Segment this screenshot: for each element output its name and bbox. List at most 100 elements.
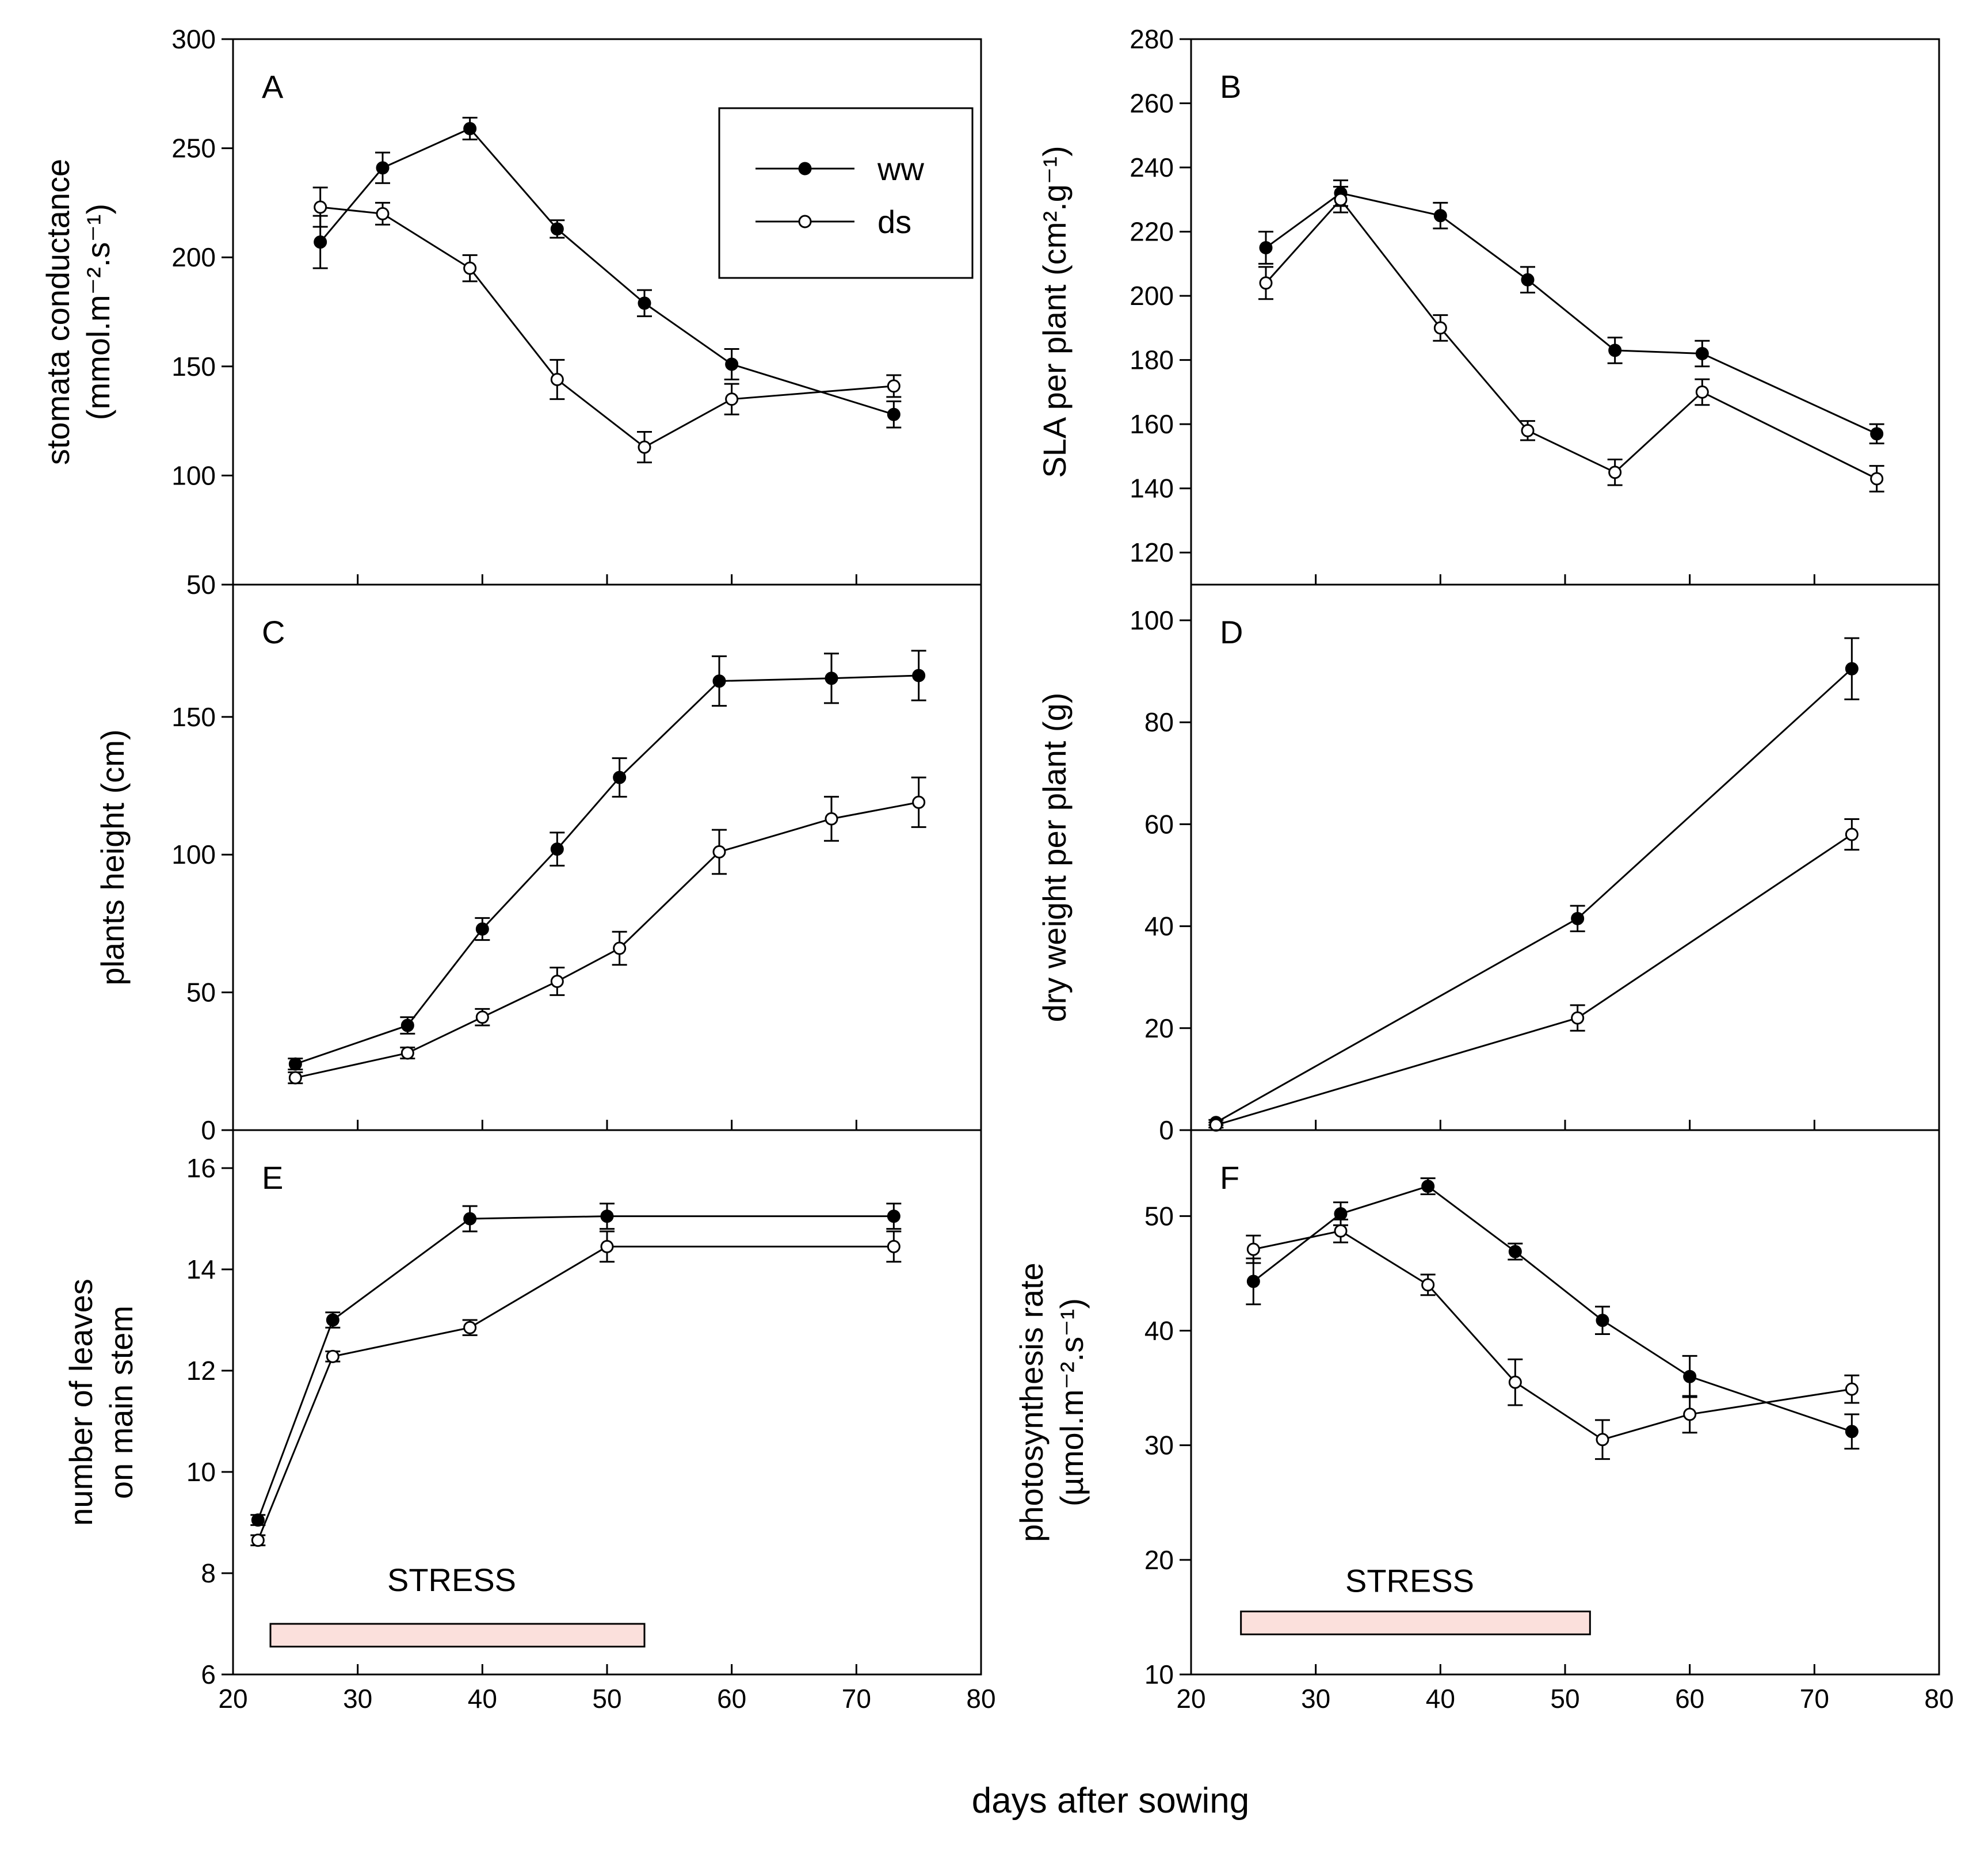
data-point-ds [1259,276,1273,290]
legend-box [718,107,974,279]
y-axis-label: stomata conductance [40,159,76,465]
stress-label: STRESS [1345,1563,1474,1599]
legend-label-ww: ww [877,151,924,187]
data-point-ww [1508,1245,1522,1258]
data-point-ww [550,842,564,856]
data-point-ds [1433,321,1447,335]
data-point-ww [638,296,651,310]
series-ds [1246,1218,1860,1460]
series-ds [312,186,902,464]
panel-letter: F [1220,1159,1239,1196]
panel-letter: A [262,68,284,105]
y-tick-label: 300 [171,24,216,54]
data-point-ww [600,1210,614,1223]
y-tick-label: 180 [1130,345,1174,375]
plot-frame [1190,38,1940,586]
x-tick-label: 20 [218,1684,247,1714]
data-point-ds [1608,466,1622,479]
series-line-ww [1265,192,1878,435]
x-tick-label: 70 [1800,1684,1829,1714]
y-tick-label: 12 [186,1356,216,1386]
y-tick-label: 50 [1144,1201,1174,1231]
y-tick-label: 200 [1130,281,1174,311]
data-point-ww [712,674,726,688]
data-point-ww [1433,209,1447,223]
y-tick-label: 60 [1144,809,1174,839]
x-tick-label: 60 [1675,1684,1704,1714]
y-tick-label: 6 [201,1660,216,1689]
data-point-ww [1845,662,1859,676]
data-point-ds [1521,424,1535,437]
data-point-ds [912,795,926,809]
data-point-ds [550,373,564,387]
data-point-ds [1870,472,1884,486]
series-line-ds [257,1245,894,1541]
data-point-ds [1246,1242,1260,1256]
y-tick-label: 0 [1159,1115,1174,1145]
series-ww [1258,179,1884,445]
data-point-ww [1421,1180,1435,1193]
y-tick-label: 16 [186,1153,216,1183]
y-tick-label: 40 [1144,911,1174,941]
y-tick-label: 20 [1144,1013,1174,1043]
y-tick-label: 50 [186,978,216,1008]
y-tick-label: 20 [1144,1545,1174,1575]
y-tick-label: 100 [171,840,216,869]
x-tick-label: 30 [1301,1684,1330,1714]
x-axis-label: days after sowing [972,1781,1249,1821]
data-point-ww [912,669,926,682]
data-point-ds [463,261,477,275]
y-tick-label: 150 [171,702,216,732]
y-tick-label: 0 [201,1115,216,1145]
data-point-ww [1259,241,1273,254]
y-tick-label: 100 [171,460,216,490]
y-tick-label: 8 [201,1558,216,1588]
data-point-ww [1571,911,1585,925]
x-tick-label: 50 [1550,1684,1579,1714]
data-point-ww [1596,1314,1609,1327]
chart-panel-d: 0 20 40 60 80 100 dry weight per plant (g) D [1036,583,1940,1145]
series-line-ds [295,801,919,1079]
data-point-ww [1683,1369,1697,1383]
data-point-ds [288,1071,302,1085]
y-tick-label: 260 [1130,89,1174,119]
y-tick-label: 160 [1130,409,1174,439]
series-ww [312,117,902,429]
data-point-ww [1845,1425,1859,1439]
data-point-ds [725,392,739,406]
series-line-ww [1253,1185,1852,1433]
x-tick-label: 50 [592,1684,621,1714]
stress-period-bar [269,1623,646,1648]
y-tick-label: 240 [1130,152,1174,182]
panel-letter: C [262,614,285,650]
y-tick-label: 140 [1130,474,1174,503]
panel-letter: B [1220,68,1241,105]
data-point-ds [1845,1382,1859,1396]
data-point-ww [376,161,390,175]
data-point-ww [887,1210,900,1223]
y-tick-label: 10 [1144,1660,1174,1689]
data-point-ww [475,922,489,936]
data-point-ds [887,1239,900,1253]
series-line-ds [1215,833,1853,1126]
x-tick-label: 60 [717,1684,746,1714]
y-tick-label: 250 [171,133,216,163]
data-point-ds [825,812,838,826]
data-point-ds [1845,827,1859,841]
y-tick-label: 280 [1130,24,1174,54]
y-axis-label: (mmol.m⁻².s⁻¹) [80,204,116,420]
data-point-ww [1521,273,1535,287]
y-axis-label: plants height (cm) [94,729,131,985]
data-point-ds [1508,1375,1522,1389]
data-point-ww [1870,427,1884,441]
series-ds [1208,818,1860,1132]
series-line-ww [295,674,919,1065]
series-line-ww [1215,668,1853,1124]
x-tick-label: 70 [842,1684,871,1714]
y-tick-label: 50 [186,570,216,600]
y-tick-label: 150 [171,352,216,382]
series-ww [1208,637,1860,1130]
y-axis-label: dry weight per plant (g) [1036,693,1073,1023]
